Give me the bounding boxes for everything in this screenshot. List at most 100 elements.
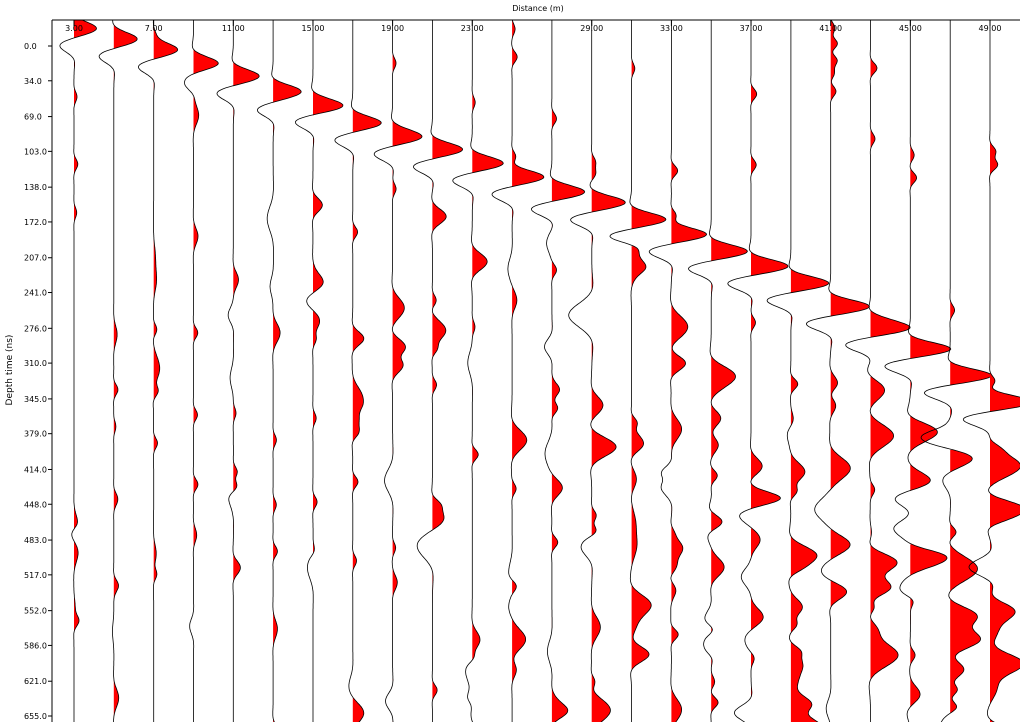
y-tick-label: 276.0 bbox=[24, 324, 47, 333]
trace-16 bbox=[688, 20, 748, 726]
trace-line bbox=[845, 20, 911, 726]
x-tick-label: 23.00 bbox=[461, 24, 484, 33]
trace-fill bbox=[751, 41, 788, 698]
x-tick-label: 15.00 bbox=[302, 24, 325, 33]
trace-line bbox=[216, 20, 260, 726]
trace-line bbox=[884, 20, 952, 726]
trace-7 bbox=[334, 20, 382, 726]
trace-17 bbox=[727, 20, 789, 726]
y-tick-label: 483.0 bbox=[24, 536, 47, 545]
trace-15 bbox=[648, 20, 708, 726]
trace-1 bbox=[98, 20, 138, 726]
y-tick-label: 241.0 bbox=[24, 289, 47, 298]
trace-line bbox=[805, 19, 870, 726]
y-tick-label: 621.0 bbox=[24, 677, 47, 686]
trace-line bbox=[648, 20, 708, 726]
trace-22 bbox=[920, 20, 992, 726]
trace-line bbox=[373, 20, 423, 726]
trace-9 bbox=[413, 20, 464, 726]
trace-12 bbox=[530, 20, 586, 726]
trace-line bbox=[727, 20, 789, 726]
trace-line bbox=[766, 20, 830, 726]
trace-fill bbox=[113, 25, 138, 718]
y-tick-label: 310.0 bbox=[24, 359, 47, 368]
x-tick-label: 3.00 bbox=[65, 24, 83, 33]
trace-8 bbox=[373, 20, 423, 726]
trace-line bbox=[334, 20, 382, 726]
y-tick-label: 517.0 bbox=[24, 571, 47, 580]
x-tick-label: 45.00 bbox=[899, 24, 922, 33]
trace-20 bbox=[845, 20, 911, 726]
trace-line bbox=[452, 20, 504, 726]
x-axis-label: Distance (m) bbox=[512, 4, 564, 13]
y-ticks: 0.0 34.0 69.0 103.0 138.0 172.0 207.0 241.0 276.… bbox=[24, 42, 52, 721]
trace-line bbox=[294, 20, 344, 726]
x-tick-label: 37.00 bbox=[740, 24, 763, 33]
y-tick-label: 655.0 bbox=[24, 712, 47, 721]
trace-line bbox=[530, 20, 586, 726]
trace-5 bbox=[256, 20, 302, 726]
trace-10 bbox=[452, 20, 504, 726]
trace-line bbox=[491, 19, 545, 726]
trace-4 bbox=[216, 20, 260, 726]
trace-fill bbox=[432, 22, 463, 726]
trace-line bbox=[688, 20, 748, 726]
trace-fill bbox=[233, 20, 260, 726]
trace-19 bbox=[805, 19, 870, 726]
trace-fill bbox=[392, 20, 422, 726]
x-tick-label: 41.00 bbox=[819, 24, 842, 33]
trace-line bbox=[609, 20, 667, 726]
y-tick-label: 379.0 bbox=[24, 430, 47, 439]
trace-14 bbox=[609, 20, 667, 726]
trace-fill bbox=[671, 26, 707, 726]
y-tick-label: 345.0 bbox=[24, 395, 47, 404]
trace-18 bbox=[766, 20, 830, 726]
trace-line bbox=[413, 20, 464, 726]
trace-fill bbox=[790, 20, 829, 726]
trace-fill bbox=[313, 33, 343, 726]
trace-23 bbox=[962, 20, 1020, 726]
trace-fill bbox=[352, 20, 382, 726]
trace-0 bbox=[59, 19, 97, 726]
trace-13 bbox=[568, 20, 626, 726]
y-tick-label: 172.0 bbox=[24, 218, 47, 227]
y-tick-label: 34.0 bbox=[24, 77, 42, 86]
trace-fill bbox=[830, 20, 870, 691]
y-axis-label: Depth time (ns) bbox=[5, 335, 15, 406]
y-tick-label: 586.0 bbox=[24, 641, 47, 650]
y-tick-label: 414.0 bbox=[24, 465, 47, 474]
y-tick-label: 207.0 bbox=[24, 254, 47, 263]
trace-line bbox=[184, 20, 219, 726]
trace-fill bbox=[990, 20, 1020, 726]
y-tick-label: 69.0 bbox=[24, 113, 42, 122]
trace-fill bbox=[193, 20, 219, 726]
trace-fill bbox=[910, 20, 951, 708]
trace-6 bbox=[294, 20, 344, 726]
y-tick-label: 552.0 bbox=[24, 607, 47, 616]
trace-line bbox=[98, 20, 138, 726]
y-tick-label: 103.0 bbox=[24, 147, 47, 156]
trace-fill bbox=[591, 37, 626, 726]
trace-fill bbox=[153, 26, 178, 726]
trace-2 bbox=[137, 20, 179, 726]
x-tick-label: 19.00 bbox=[381, 24, 404, 33]
trace-line bbox=[59, 19, 97, 726]
trace-fill bbox=[631, 20, 666, 726]
axes-layer: Distance (m) Depth time (ns) bbox=[5, 4, 1020, 722]
y-tick-label: 0.0 bbox=[24, 42, 37, 51]
trace-3 bbox=[184, 20, 219, 726]
x-ticks: 3.00 7.00 11.00 15.00 19.00 23.00 29.00 33.00 37… bbox=[65, 20, 1001, 33]
trace-line bbox=[137, 20, 179, 726]
trace-fill bbox=[551, 23, 585, 726]
y-tick-label: 448.0 bbox=[24, 500, 47, 509]
trace-line bbox=[256, 20, 302, 726]
trace-line bbox=[962, 20, 1020, 726]
y-tick-label: 138.0 bbox=[24, 183, 47, 192]
x-tick-label: 7.00 bbox=[145, 24, 163, 33]
traces-layer bbox=[59, 19, 1020, 726]
x-tick-label: 49.00 bbox=[979, 24, 1002, 33]
trace-11 bbox=[491, 19, 545, 726]
trace-21 bbox=[884, 20, 952, 726]
